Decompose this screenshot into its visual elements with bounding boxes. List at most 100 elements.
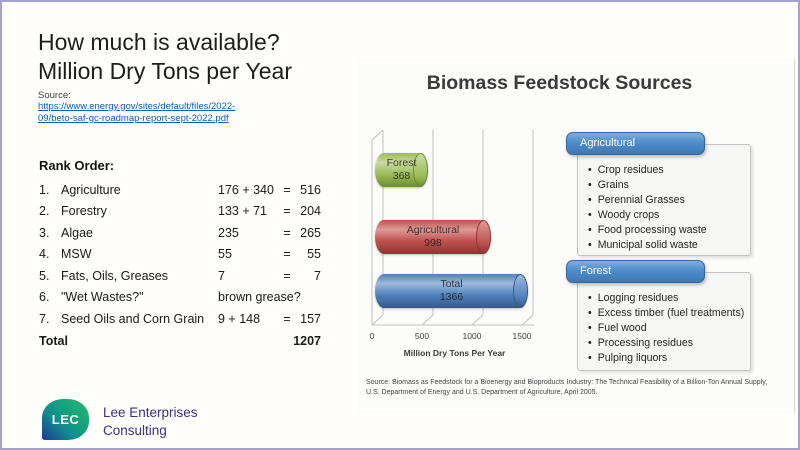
chart-bar-forest: Forest 368: [375, 153, 428, 187]
rank-calculation: 55: [218, 247, 232, 262]
rank-result: 157: [300, 311, 321, 326]
rank-equals: =: [283, 268, 291, 283]
chart-bar-label: Forest 368: [375, 153, 428, 183]
chart-bar-end-cap: [413, 153, 428, 187]
chart-bar-end-cap: [513, 274, 528, 308]
rank-total-value: 1207: [293, 334, 321, 348]
chart-x-tick-label: 0: [369, 331, 375, 341]
rank-calculation: 7: [218, 268, 225, 283]
chart-x-tick-label: 500: [414, 331, 430, 341]
rank-number: 5.: [39, 268, 50, 283]
rank-calculation: 133 + 71: [218, 204, 268, 219]
chart-x-axis-label: Million Dry Tons Per Year: [403, 348, 506, 358]
rank-order-list: 1. Agriculture 176 + 340 = 516 2. Forestry 133 …: [39, 179, 321, 353]
rank-order-row: 4. MSW 55 = 55: [39, 244, 321, 266]
chart-x-tick-label: 1000: [462, 331, 482, 341]
rank-label: Forestry: [61, 204, 107, 219]
company-name: Lee Enterprises Consulting: [103, 404, 198, 439]
rank-number: 1.: [39, 182, 50, 197]
rank-label: "Wet Wastes?": [61, 290, 144, 305]
chart-bar-category: Total: [440, 278, 463, 290]
chart-bar-value: 998: [424, 237, 442, 249]
rank-total-label: Total: [39, 334, 68, 348]
forest-panel: Logging residuesExcess timber (fuel trea…: [577, 272, 751, 371]
rank-equals: =: [283, 247, 291, 262]
rank-order-row: 1. Agriculture 176 + 340 = 516: [39, 179, 321, 201]
rank-equals: =: [283, 204, 291, 219]
chart-bar-label: Agricultural 998: [375, 220, 491, 250]
rank-number: 6.: [39, 290, 50, 305]
lec-logo-text: LEC: [51, 412, 80, 427]
rank-number: 3.: [39, 225, 50, 240]
chart-source-citation: Source: Biomass as Feedstock for a Bioen…: [366, 378, 790, 397]
rank-order-row: 7. Seed Oils and Corn Grain 9 + 148 = 157: [39, 308, 321, 330]
rank-number: 4.: [39, 247, 50, 262]
rank-order-row: 5. Fats, Oils, Greases 7 = 7: [39, 265, 321, 287]
chart-source-line1: Source: Biomass as Feedstock for a Bioen…: [366, 379, 768, 386]
panel-bullet-item: Food processing waste: [588, 223, 750, 238]
rank-order-row: 3. Algae 235 = 265: [39, 222, 321, 244]
agricultural-panel: Crop residuesGrainsPerennial GrassesWood…: [577, 144, 751, 256]
page-title-line1: How much is available?: [38, 29, 280, 55]
rank-result: 204: [300, 204, 321, 219]
rank-number: 2.: [39, 204, 50, 219]
rank-calculation: 176 + 340: [218, 182, 274, 197]
panel-bullet-item: Pulping liquors: [588, 351, 750, 366]
source-link-line1[interactable]: https://www.energy.gov/sites/default/fil…: [38, 101, 236, 112]
rank-order-heading: Rank Order:: [39, 158, 115, 173]
chart-x-tick-label: 1500: [512, 331, 532, 341]
rank-label: Agriculture: [61, 182, 121, 197]
rank-label: Fats, Oils, Greases: [61, 268, 168, 283]
panel-bullet-item: Processing residues: [588, 336, 750, 351]
rank-calculation: 9 + 148: [218, 311, 261, 326]
forest-panel-list: Logging residuesExcess timber (fuel trea…: [588, 291, 750, 366]
rank-equals: =: [283, 182, 291, 197]
company-name-line2: Consulting: [103, 422, 167, 438]
chart-bar-label: Total 1366: [375, 274, 528, 304]
rank-equals: =: [283, 311, 291, 326]
source-link-line2[interactable]: 09/beto-saf-gc-roadmap-report-sept-2022.…: [38, 112, 229, 124]
page-title: How much is available? Million Dry Tons …: [38, 28, 292, 85]
chart-bar-agricultural: Agricultural 998: [375, 220, 491, 254]
panel-bullet-item: Logging residues: [588, 291, 750, 306]
chart-bar-total: Total 1366: [375, 274, 528, 308]
chart-title: Biomass Feedstock Sources: [426, 72, 693, 94]
chart-bar-value: 1366: [439, 291, 464, 303]
rank-order-row: 6. "Wet Wastes?" brown grease?: [39, 287, 321, 309]
rank-result: 516: [300, 182, 321, 197]
agricultural-panel-header: Agricultural: [566, 132, 705, 155]
panel-bullet-item: Fuel wood: [588, 321, 750, 336]
rank-label: Algae: [61, 225, 93, 240]
rank-equals: =: [283, 225, 291, 240]
panel-bullet-item: Crop residues: [588, 163, 750, 178]
rank-result: 55: [307, 247, 321, 262]
lec-logo-badge: LEC: [42, 399, 89, 440]
chart-bar-value: 368: [392, 170, 411, 182]
page-title-line2: Million Dry Tons per Year: [38, 57, 292, 84]
rank-result: 265: [300, 225, 321, 240]
panel-bullet-item: Excess timber (fuel treatments): [588, 306, 750, 321]
biomass-figure: Biomass Feedstock Sources Forest 368 Agric…: [357, 58, 795, 414]
source-link[interactable]: https://www.energy.gov/sites/default/fil…: [38, 101, 235, 124]
chart-bar-category: Forest: [386, 157, 417, 169]
rank-label: Seed Oils and Corn Grain: [61, 311, 205, 326]
agricultural-panel-list: Crop residuesGrainsPerennial GrassesWood…: [588, 163, 750, 253]
rank-order-row: 2. Forestry 133 + 71 = 204: [39, 201, 321, 223]
chart-bar-end-cap: [476, 220, 491, 254]
rank-calculation: 235: [218, 225, 239, 240]
rank-number: 7.: [39, 311, 50, 326]
rank-total-row: Total 1207: [39, 330, 321, 353]
panel-bullet-item: Perennial Grasses: [588, 193, 750, 208]
rank-result: 7: [314, 268, 321, 283]
panel-bullet-item: Grains: [588, 178, 750, 193]
panel-bullet-item: Municipal solid waste: [588, 238, 750, 253]
forest-panel-header: Forest: [566, 260, 705, 283]
rank-label: MSW: [61, 247, 92, 262]
panel-bullet-item: Woody crops: [588, 208, 750, 223]
rank-calculation: brown grease?: [218, 290, 301, 305]
chart-bar-category: Agricultural: [406, 224, 460, 236]
source-label: Source:: [38, 90, 71, 101]
chart-source-line2: U.S. Department of Energy and U.S. Depar…: [366, 388, 598, 396]
company-name-line1: Lee Enterprises: [103, 405, 198, 420]
